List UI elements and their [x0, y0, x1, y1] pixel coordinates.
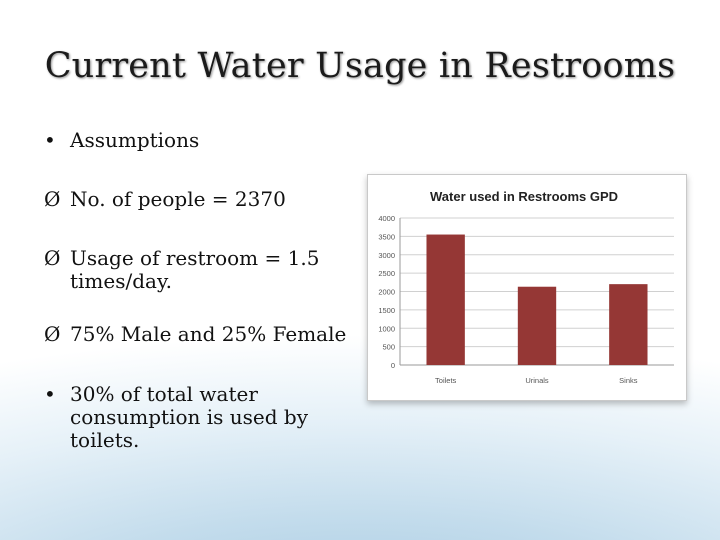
bullet-marker: •	[44, 128, 56, 152]
bullet-line: consumption is used by	[70, 405, 309, 429]
arrow-bullet-icon: Ø	[44, 246, 61, 270]
y-tick-label: 3000	[378, 251, 395, 260]
bar-urinals	[517, 286, 557, 365]
bullet-text-block: 30% of total water consumption is used b…	[70, 383, 308, 452]
bullet-text: Assumptions	[70, 128, 200, 152]
y-tick-label: 4000	[378, 214, 395, 223]
y-tick-label: 3500	[378, 232, 395, 241]
bullet-line: 30% of total water	[70, 382, 258, 406]
x-tick-label: Sinks	[619, 376, 638, 385]
bullet-text: 75% Male and 25% Female	[70, 322, 347, 346]
slide-title: Current Water Usage in Restrooms	[44, 46, 676, 86]
y-tick-label: 0	[391, 361, 395, 370]
bar-sinks	[609, 284, 648, 365]
chart-panel: Water used in Restrooms GPD 0 500 1000 1500…	[367, 174, 687, 401]
arrow-bullet-icon: Ø	[44, 187, 61, 211]
bar-toilets	[426, 234, 465, 365]
y-tick-label: 1000	[378, 324, 395, 333]
bullet-text: No. of people = 2370	[70, 187, 286, 211]
bullet-line: toilets.	[70, 428, 140, 452]
bullet-text-block: Usage of restroom = 1.5 times/day.	[70, 247, 319, 293]
y-tick-label: 2500	[378, 269, 395, 278]
y-tick-label: 500	[382, 343, 395, 352]
bullet-marker: •	[44, 382, 56, 406]
y-tick-label: 2000	[378, 288, 395, 297]
bullet-line: Usage of restroom = 1.5	[70, 246, 320, 270]
arrow-bullet-icon: Ø	[44, 322, 61, 346]
x-tick-label: Toilets	[435, 376, 457, 385]
y-tick-label: 1500	[378, 306, 395, 315]
chart-title: Water used in Restrooms GPD	[430, 189, 618, 204]
x-tick-label: Urinals	[525, 376, 549, 385]
bullet-line: times/day.	[70, 269, 172, 293]
bar-chart: Water used in Restrooms GPD 0 500 1000 1500…	[378, 189, 674, 385]
